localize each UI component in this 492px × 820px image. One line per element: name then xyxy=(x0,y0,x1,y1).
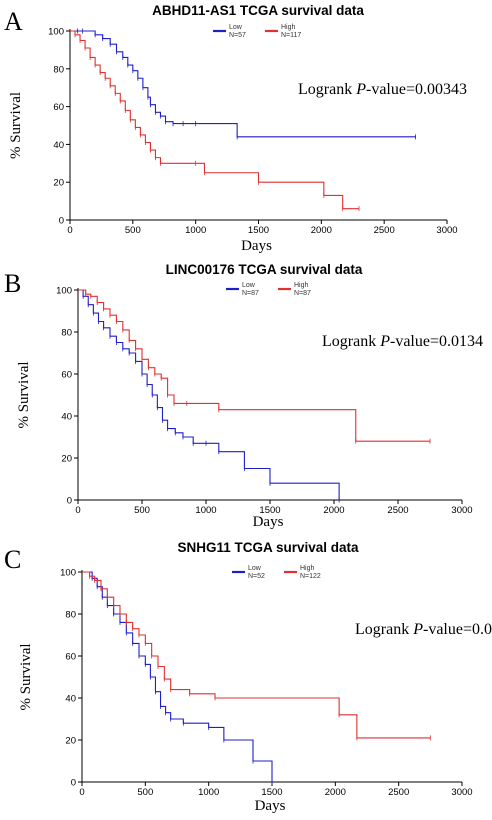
pvalue-prefix-a: Logrank xyxy=(298,81,356,98)
y-tick-label-a: 40 xyxy=(53,140,64,151)
pvalue-suffix-a: -value=0.00343 xyxy=(366,81,467,98)
y-axis-label-a: % Survival xyxy=(8,92,24,159)
legend-label-high-b: High xyxy=(294,282,309,289)
x-tick-label-c: 2500 xyxy=(388,787,409,798)
x-tick-label-c: 3000 xyxy=(451,787,472,798)
legend-n-high-c: N=122 xyxy=(300,573,321,580)
y-tick-label-a: 80 xyxy=(53,64,64,75)
survival-curve-high-a xyxy=(70,30,360,210)
x-tick-label-a: 2000 xyxy=(311,225,332,236)
logrank-pvalue-c: Logrank P-value=0.0415 xyxy=(355,621,492,638)
y-axis-label-c: % Survival xyxy=(18,643,34,710)
pvalue-suffix-b: -value=0.0134 xyxy=(390,333,483,350)
legend-label-high-c: High xyxy=(300,565,315,572)
x-tick-label-b: 0 xyxy=(75,505,80,516)
survival-curve-high-b xyxy=(78,289,430,442)
pvalue-p-italic-b: P xyxy=(379,333,390,350)
pvalue-prefix-b: Logrank xyxy=(322,333,380,350)
chart-title-b: LINC00176 TCGA survival data xyxy=(166,262,363,277)
legend-n-high-a: N=117 xyxy=(281,32,301,39)
x-tick-label-b: 2500 xyxy=(387,505,408,516)
y-tick-label-b: 60 xyxy=(61,370,72,381)
y-tick-label-c: 0 xyxy=(71,778,76,789)
pvalue-suffix-c: -value=0.0415 xyxy=(423,621,492,638)
survival-curve-high-c xyxy=(82,571,431,739)
legend-label-low-b: Low xyxy=(242,282,256,289)
legend-n-high-b: N=87 xyxy=(294,290,311,297)
legend-label-low-a: Low xyxy=(229,24,243,31)
x-tick-label-c: 0 xyxy=(79,787,84,798)
survival-curve-low-c xyxy=(82,571,273,782)
y-tick-label-a: 0 xyxy=(59,216,64,227)
legend-label-high-a: High xyxy=(281,24,296,31)
legend-n-low-a: N=57 xyxy=(229,32,246,39)
y-tick-label-b: 0 xyxy=(67,496,72,507)
survival-curve-low-a xyxy=(70,30,416,138)
x-tick-label-b: 1000 xyxy=(195,505,216,516)
x-tick-label-b: 2000 xyxy=(323,505,344,516)
chart-title-a: ABHD11-AS1 TCGA survival data xyxy=(152,3,364,18)
y-axis-label-b: % Survival xyxy=(16,361,32,428)
y-tick-label-a: 100 xyxy=(48,27,64,38)
x-tick-label-a: 3000 xyxy=(436,225,457,236)
y-tick-label-c: 40 xyxy=(65,694,76,705)
panel-a: A ABHD11-AS1 TCGA survival data 0 500 1000 15… xyxy=(0,0,492,262)
panel-letter-a: A xyxy=(4,7,23,36)
x-axis-label-c: Days xyxy=(255,798,286,814)
x-tick-label-a: 0 xyxy=(67,225,72,236)
x-tick-label-c: 500 xyxy=(137,787,153,798)
y-tick-label-a: 60 xyxy=(53,102,64,113)
y-tick-label-c: 60 xyxy=(65,652,76,663)
legend-n-low-c: N=52 xyxy=(248,573,265,580)
chart-title-c: SNHG11 TCGA survival data xyxy=(177,540,359,555)
y-tick-label-b: 80 xyxy=(61,328,72,339)
legend-n-low-b: N=87 xyxy=(242,290,259,297)
x-tick-label-a: 2500 xyxy=(374,225,395,236)
x-tick-label-a: 500 xyxy=(125,225,141,236)
panel-b: B LINC00176 TCGA survival data 0 500 1000 150… xyxy=(0,262,492,534)
pvalue-prefix-c: Logrank xyxy=(355,621,413,638)
x-tick-label-b: 3000 xyxy=(451,505,472,516)
panel-letter-c: C xyxy=(4,545,21,574)
x-tick-label-a: 1000 xyxy=(185,225,206,236)
y-tick-label-c: 80 xyxy=(65,610,76,621)
x-axis-label-a: Days xyxy=(241,238,272,254)
panel-c: C SNHG11 TCGA survival data 0 500 1000 1500 20… xyxy=(0,534,492,820)
logrank-pvalue-b: Logrank P-value=0.0134 xyxy=(322,333,483,350)
y-tick-label-c: 100 xyxy=(60,568,76,579)
y-tick-label-b: 100 xyxy=(56,286,72,297)
x-tick-label-c: 1500 xyxy=(261,787,282,798)
x-tick-label-a: 1500 xyxy=(248,225,269,236)
y-tick-label-c: 20 xyxy=(65,736,76,747)
x-tick-label-c: 2000 xyxy=(325,787,346,798)
x-tick-label-b: 1500 xyxy=(259,505,280,516)
legend-label-low-c: Low xyxy=(248,565,262,572)
pvalue-p-italic-c: P xyxy=(412,621,423,638)
x-tick-label-c: 1000 xyxy=(198,787,219,798)
x-axis-label-b: Days xyxy=(253,514,284,530)
logrank-pvalue-a: Logrank P-value=0.00343 xyxy=(298,81,467,98)
pvalue-p-italic-a: P xyxy=(355,81,366,98)
y-tick-label-b: 40 xyxy=(61,412,72,423)
x-tick-label-b: 500 xyxy=(134,505,150,516)
y-tick-label-b: 20 xyxy=(61,454,72,465)
y-tick-label-a: 20 xyxy=(53,178,64,189)
panel-letter-b: B xyxy=(4,269,21,298)
